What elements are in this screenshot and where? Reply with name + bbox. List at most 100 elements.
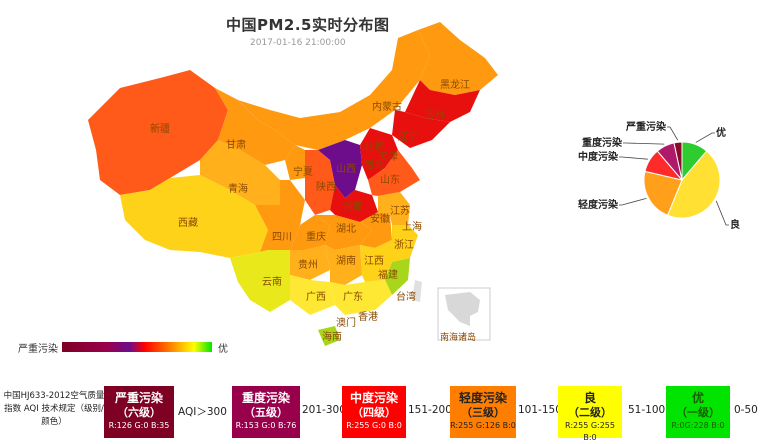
label-guangxi: 广西 [306, 291, 326, 303]
pie-leader-line [695, 132, 715, 143]
region-taiwan[interactable] [412, 280, 422, 302]
pie-label: 轻度污染 [578, 198, 619, 211]
range-medium: 151-200 [408, 404, 452, 416]
label-guizhou: 贵州 [298, 258, 318, 271]
pie-leader-line [619, 156, 648, 160]
gradient-legend-bar [62, 342, 212, 352]
pie-leader-line [623, 142, 665, 145]
region-guangdong[interactable] [330, 280, 392, 315]
level-rgb: R:255 G:255 B:0 [565, 421, 615, 442]
label-gansu: 甘肃 [226, 138, 246, 151]
level-rgb: R:255 G:126 B:0 [450, 421, 516, 430]
range-heavy: 201-300 [302, 404, 346, 416]
label-hubei: 湖北 [336, 223, 356, 235]
aqi-scale: 中国HJ633-2012空气质量指数 AQI 技术规定（级别/颜色） 严重污染 … [0, 384, 768, 442]
level-good: 良 （二级） R:255 G:255 B:0 [558, 386, 622, 442]
label-jiangxi: 江西 [364, 255, 384, 267]
pie-leader-line [715, 200, 729, 226]
pie-slice[interactable] [673, 141, 683, 181]
region-hubei[interactable] [315, 215, 372, 250]
label-shanxi: 山西 [336, 163, 356, 175]
range-light: 101-150 [518, 404, 562, 416]
label-qinghai: 青海 [228, 182, 248, 195]
region-shandong[interactable] [368, 150, 420, 196]
region-neimenggu[interactable] [238, 30, 430, 150]
region-liaoning[interactable] [392, 110, 450, 148]
range-severe: AQI＞300 [178, 406, 227, 418]
level-rgb: R:0G:228 B:0 [671, 421, 725, 430]
label-jilin: 吉林 [425, 108, 445, 121]
label-beijing: 北京 [364, 140, 384, 153]
level-heavy: 重度污染 （五级） R:153 G:0 B:76 [232, 386, 300, 438]
pie-slice[interactable] [643, 170, 683, 216]
inset-landmass [445, 292, 480, 326]
level-grade: （三级） [461, 406, 505, 419]
pie-label: 中度污染 [578, 150, 619, 163]
region-heilongjiang[interactable] [418, 22, 498, 95]
level-light: 轻度污染 （三级） R:255 G:126 B:0 [450, 386, 516, 438]
label-xizang: 西藏 [178, 217, 198, 229]
pie-label: 严重污染 [625, 120, 667, 133]
region-shaanxi[interactable] [305, 150, 335, 215]
label-hunan: 湖南 [336, 254, 356, 267]
pie-label: 良 [730, 218, 740, 231]
region-sichuan[interactable] [255, 180, 305, 252]
label-fujian: 福建 [378, 268, 398, 281]
level-name: 轻度污染 [458, 391, 507, 405]
label-macau: 澳门 [336, 316, 356, 329]
region-qinghai[interactable] [200, 140, 280, 205]
label-hainan: 海南 [322, 330, 342, 343]
region-fujian[interactable] [385, 258, 410, 295]
pie-slice[interactable] [666, 150, 721, 219]
level-name: 严重污染 [114, 391, 163, 405]
region-chongqing[interactable] [290, 215, 330, 250]
label-anhui: 安徽 [370, 212, 390, 225]
region-guizhou[interactable] [290, 245, 330, 280]
range-good: 51-100 [628, 404, 666, 416]
region-hebei[interactable] [360, 128, 398, 180]
region-hunan[interactable] [325, 245, 362, 285]
region-shanxi[interactable] [318, 140, 362, 198]
level-grade: （二级） [568, 406, 612, 419]
label-xinjiang: 新疆 [150, 122, 170, 135]
level-grade: （六级） [117, 406, 161, 419]
label-yunnan: 云南 [262, 275, 282, 288]
region-hainan[interactable] [318, 326, 340, 346]
level-severe: 严重污染 （六级） R:126 G:0 B:35 [104, 386, 174, 438]
region-jiangsu[interactable] [378, 192, 410, 225]
label-chongqing: 重庆 [306, 230, 326, 243]
gradient-legend-high: 优 [218, 344, 228, 355]
label-ningxia: 宁夏 [293, 165, 313, 178]
range-excellent: 0-50 [734, 404, 758, 416]
label-nanhai: 南海诸岛 [440, 331, 476, 343]
label-neimenggu: 内蒙古 [372, 100, 402, 113]
level-name: 中度污染 [349, 391, 398, 405]
label-shandong: 山东 [380, 173, 400, 186]
region-henan[interactable] [330, 185, 378, 222]
level-medium: 中度污染 （四级） R:255 G:0 B:0 [342, 386, 406, 438]
map-timestamp: 2017-01-16 21:00:00 [250, 38, 346, 48]
region-ningxia[interactable] [285, 145, 305, 180]
pie-leader-line [619, 197, 647, 206]
region-xizang[interactable] [120, 175, 268, 258]
label-tianjin: 天津 [378, 151, 398, 163]
region-gansu[interactable] [215, 88, 295, 165]
region-jilin[interactable] [405, 80, 480, 122]
label-liaoning: 辽宁 [398, 130, 418, 143]
region-guangxi[interactable] [290, 275, 335, 315]
aqi-scale-caption: 中国HJ633-2012空气质量指数 AQI 技术规定（级别/颜色） [3, 391, 105, 427]
label-guangdong: 广东 [343, 290, 363, 303]
region-zhejiang[interactable] [392, 225, 418, 262]
label-sichuan: 四川 [272, 232, 292, 243]
region-xinjiang[interactable] [88, 70, 228, 195]
region-anhui[interactable] [360, 212, 392, 248]
pie-label: 重度污染 [582, 136, 623, 149]
level-excellent: 优 （一级） R:0G:228 B:0 [666, 386, 730, 438]
label-zhejiang: 浙江 [394, 239, 414, 251]
gradient-legend-low: 严重污染 [18, 344, 58, 355]
region-yunnan[interactable] [230, 250, 290, 312]
region-jiangxi[interactable] [360, 240, 392, 282]
label-heilongjiang: 黑龙江 [440, 78, 470, 91]
label-shanghai: 上海 [402, 220, 422, 233]
